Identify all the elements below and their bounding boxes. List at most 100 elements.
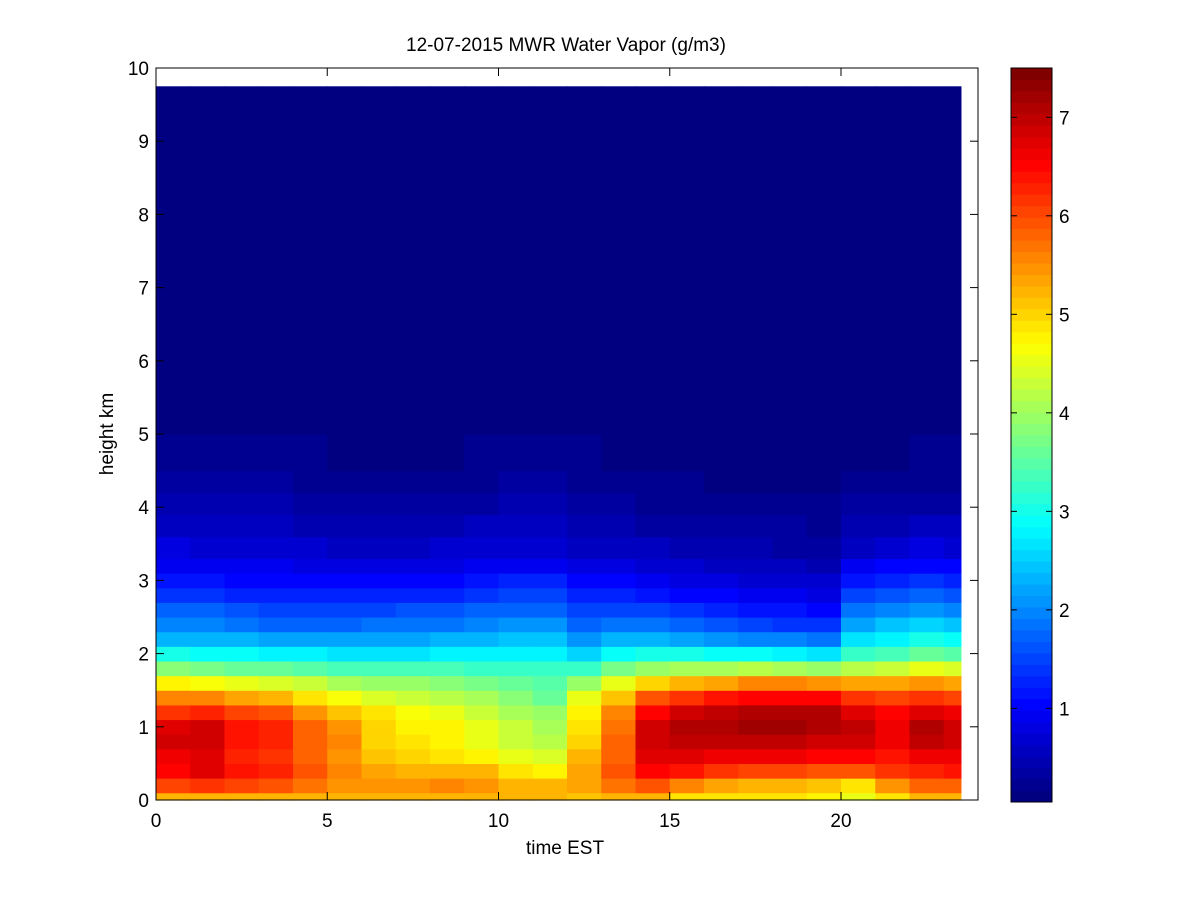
heatmap-cell — [875, 675, 911, 691]
heatmap-cell — [669, 602, 705, 618]
colorbar-band — [1011, 171, 1052, 184]
heatmap-cell — [430, 536, 465, 560]
heatmap-cell — [430, 492, 465, 516]
heatmap-cell — [224, 734, 260, 750]
heatmap-cell — [156, 587, 191, 603]
heatmap-cell — [601, 704, 637, 721]
heatmap-cell — [395, 587, 431, 603]
heatmap-cell — [464, 514, 500, 538]
heatmap-cell — [943, 675, 962, 691]
heatmap-cell — [567, 536, 602, 560]
heatmap-cell — [601, 734, 637, 750]
heatmap-cell — [224, 602, 260, 618]
colorbar-band — [1011, 687, 1052, 700]
colorbar-band — [1011, 538, 1052, 551]
colorbar-tick-label: 7 — [1059, 108, 1070, 129]
heatmap-cell — [156, 434, 191, 472]
heatmap-cell — [738, 492, 774, 516]
heatmap-cell — [156, 748, 191, 764]
heatmap-cell — [567, 734, 602, 750]
heatmap-cell — [532, 86, 568, 435]
heatmap-cell — [806, 558, 842, 574]
heatmap-cell — [875, 734, 911, 750]
heatmap-cell — [258, 646, 294, 662]
heatmap-cell — [943, 602, 962, 618]
heatmap-cell — [190, 778, 226, 794]
colorbar-band — [1011, 549, 1052, 562]
heatmap-cell — [430, 514, 465, 538]
heatmap-cell — [430, 631, 465, 647]
heatmap-cell — [806, 86, 842, 435]
heatmap-cell — [293, 748, 328, 764]
colorbar-band — [1011, 90, 1052, 103]
colorbar-band — [1011, 469, 1052, 482]
heatmap-cell — [430, 719, 465, 735]
heatmap-cell — [772, 434, 808, 472]
heatmap-cell — [841, 704, 876, 721]
heatmap-cell — [669, 470, 705, 494]
heatmap-cell — [498, 514, 534, 538]
heatmap-cell — [224, 492, 260, 516]
heatmap-cell — [567, 492, 602, 516]
heatmap-cell — [327, 704, 363, 721]
heatmap-cell — [327, 792, 363, 801]
colorbar-band — [1011, 343, 1052, 356]
colorbar-band — [1011, 400, 1052, 413]
heatmap-cell — [601, 602, 637, 618]
y-tick-label: 1 — [138, 718, 149, 739]
heatmap-cell — [943, 763, 962, 779]
colorbar-band — [1011, 251, 1052, 264]
heatmap-cell — [430, 617, 465, 633]
heatmap-cell — [293, 514, 328, 538]
heatmap-cell — [327, 778, 363, 794]
heatmap-cell — [738, 558, 774, 574]
heatmap-cell — [943, 492, 962, 516]
heatmap-cell — [293, 675, 328, 691]
heatmap-cell — [224, 617, 260, 633]
heatmap-cell — [909, 675, 945, 691]
heatmap-cell — [635, 734, 671, 750]
colorbar-tick-label: 3 — [1059, 502, 1070, 523]
heatmap-cell — [395, 617, 431, 633]
heatmap-cell — [943, 660, 962, 677]
heatmap-cell — [361, 704, 397, 721]
heatmap-cell — [327, 617, 363, 633]
heatmap-cell — [841, 434, 876, 472]
heatmap-cell — [498, 748, 534, 764]
heatmap-cell — [635, 792, 671, 801]
heatmap-cell — [190, 631, 226, 647]
heatmap-cell — [190, 690, 226, 706]
y-tick-label: 4 — [138, 498, 149, 519]
colorbar-band — [1011, 366, 1052, 379]
heatmap-cell — [806, 778, 842, 794]
heatmap-cell — [943, 558, 962, 574]
heatmap-cell — [327, 734, 363, 750]
heatmap-cell — [943, 704, 962, 721]
heatmap-cell — [772, 690, 808, 706]
heatmap-cell — [943, 536, 962, 560]
heatmap-cell — [806, 675, 842, 691]
heatmap-cell — [498, 587, 534, 603]
heatmap-cell — [258, 690, 294, 706]
heatmap-cell — [704, 536, 739, 560]
heatmap-cell — [669, 690, 705, 706]
heatmap-cell — [430, 778, 465, 794]
heatmap-cell — [498, 470, 534, 494]
heatmap-cell — [361, 492, 397, 516]
heatmap-cell — [841, 734, 876, 750]
heatmap-cell — [909, 558, 945, 574]
heatmap-cell — [841, 470, 876, 494]
heatmap-cell — [327, 514, 363, 538]
heatmap-cell — [498, 86, 534, 435]
y-tick-label: 3 — [138, 571, 149, 592]
heatmap-cell — [738, 748, 774, 764]
heatmap-cell — [875, 748, 911, 764]
heatmap-cell — [190, 748, 226, 764]
heatmap-cell — [190, 660, 226, 677]
heatmap-cell — [669, 763, 705, 779]
heatmap-cell — [909, 690, 945, 706]
colorbar-band — [1011, 262, 1052, 275]
heatmap-cell — [841, 631, 876, 647]
heatmap-cell — [498, 690, 534, 706]
colorbar-band — [1011, 756, 1052, 769]
